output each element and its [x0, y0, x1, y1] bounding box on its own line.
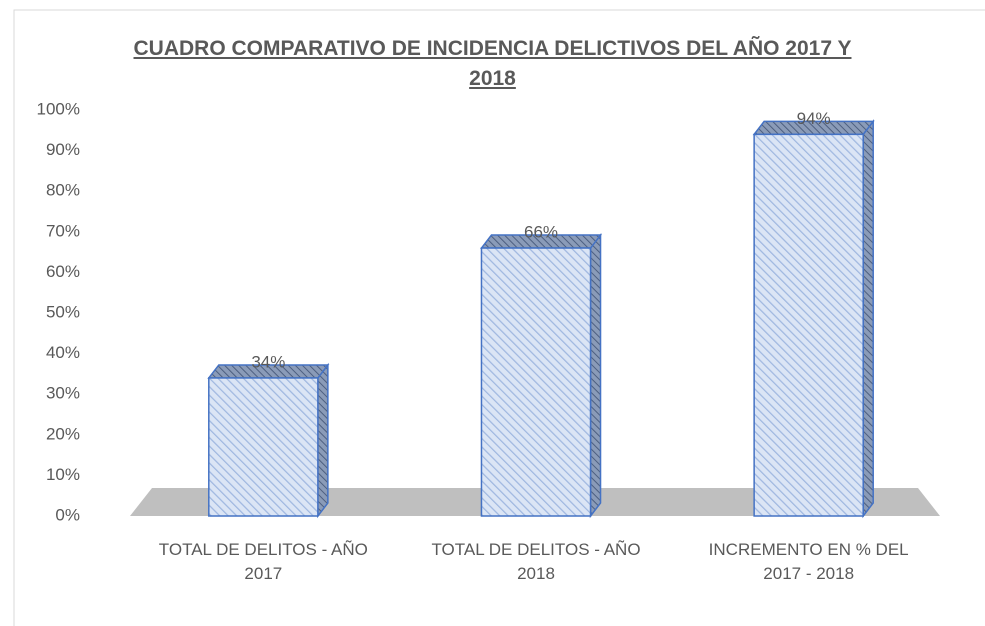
bar — [479, 232, 603, 519]
chart-border — [13, 9, 985, 626]
bar-front — [208, 377, 319, 517]
bar-side — [589, 232, 602, 519]
bar — [752, 119, 875, 519]
y-tick-label: 30% — [46, 384, 80, 403]
y-tick-label: 50% — [46, 302, 80, 321]
y-tick-label: 40% — [46, 343, 80, 362]
bar-side — [862, 119, 874, 519]
bar — [207, 362, 330, 519]
data-label: 66% — [524, 223, 558, 242]
x-tick-label: TOTAL DE DELITOS - AÑO 2017 — [158, 540, 368, 583]
chart-title: CUADRO COMPARATIVO DE INCIDENCIA DELICTI… — [133, 37, 852, 90]
y-tick-label: 0% — [55, 505, 80, 524]
y-tick-label: 70% — [46, 221, 80, 240]
y-tick-label: 20% — [46, 424, 80, 443]
bar-side — [317, 362, 329, 519]
y-tick-label: 80% — [46, 181, 80, 200]
data-label: 94% — [797, 109, 831, 128]
x-tick-label: TOTAL DE DELITOS - AÑO 2018 — [431, 540, 641, 583]
y-tick-label: 100% — [37, 99, 80, 118]
y-tick-label: 60% — [46, 262, 80, 281]
bar-front — [480, 247, 592, 517]
y-tick-label: 90% — [46, 140, 80, 159]
data-label: 34% — [251, 352, 285, 371]
bar-front — [753, 133, 864, 517]
x-tick-label: INCREMENTO EN % DEL 2017 - 2018 — [708, 540, 909, 583]
y-tick-label: 10% — [46, 465, 80, 484]
